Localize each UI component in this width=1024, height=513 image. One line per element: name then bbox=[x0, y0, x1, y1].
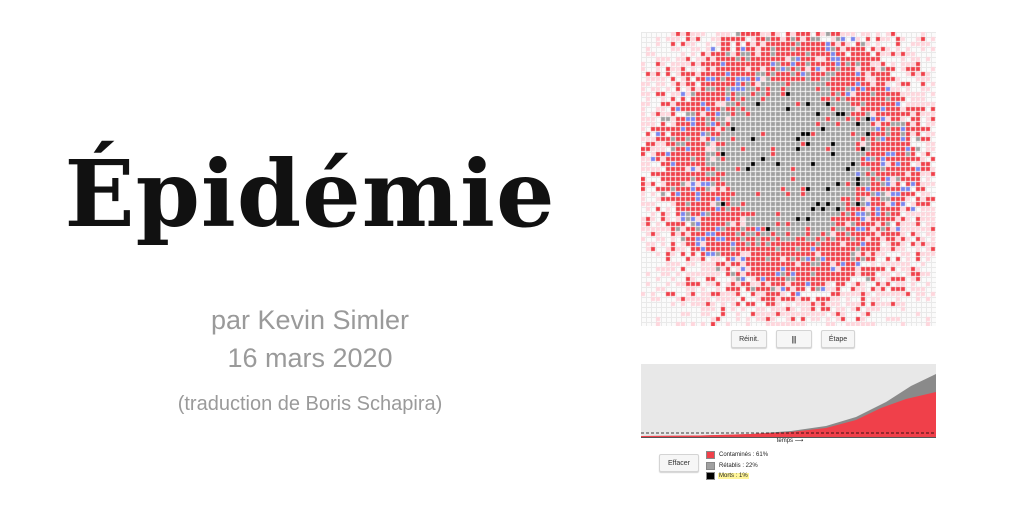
reset-button[interactable]: Réinit. bbox=[731, 330, 767, 348]
time-axis-label: temps ⟶ bbox=[776, 438, 804, 444]
author-line: par Kevin Simler bbox=[210, 305, 410, 335]
epidemic-curve-chart bbox=[641, 364, 936, 438]
page-title: Épidémie bbox=[64, 140, 556, 248]
infected-swatch bbox=[706, 451, 715, 459]
legend-label-dead: Morts : 1% bbox=[718, 473, 749, 479]
step-button[interactable]: Étape bbox=[821, 330, 855, 348]
infected-area bbox=[641, 392, 936, 438]
clear-button[interactable]: Effacer bbox=[659, 454, 699, 472]
dead-swatch bbox=[706, 472, 715, 480]
legend-label-recovered: Rétablis : 22% bbox=[719, 462, 758, 469]
legend-item-dead: Morts : 1% bbox=[706, 471, 769, 481]
simulation-grid[interactable] bbox=[641, 32, 936, 326]
legend: Contaminés : 61% Rétablis : 22% Morts : … bbox=[706, 450, 769, 482]
recovered-swatch bbox=[706, 461, 715, 470]
legend-label-infected: Contaminés : 61% bbox=[719, 452, 769, 458]
translator-credit: (traduction de Boris Schapira) bbox=[177, 393, 443, 415]
legend-item-recovered: Rétablis : 22% bbox=[706, 461, 769, 471]
legend-item-infected: Contaminés : 61% bbox=[706, 450, 769, 460]
publish-date: 16 mars 2020 bbox=[227, 343, 393, 373]
simulation-canvas bbox=[641, 32, 936, 326]
simulation-controls: Réinit. || Étape bbox=[731, 330, 855, 348]
pause-button[interactable]: || bbox=[776, 330, 812, 348]
